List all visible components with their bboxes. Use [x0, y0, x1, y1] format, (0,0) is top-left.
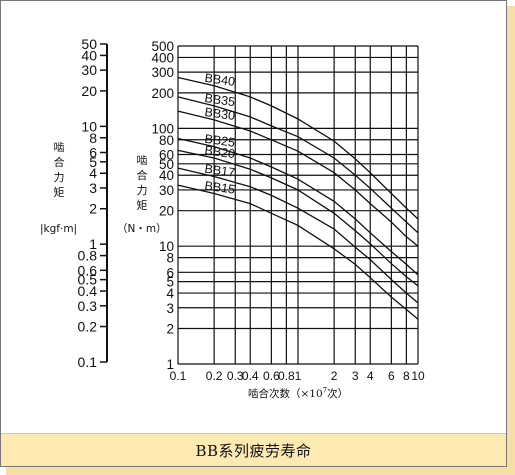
figure-caption: BB系列疲劳寿命 — [195, 441, 312, 460]
y-tick-label: 60 — [159, 147, 174, 162]
left-axis-tick-label: 0.2 — [78, 319, 98, 335]
series-label: BB25 — [204, 132, 236, 150]
series-line — [177, 184, 419, 320]
x-tick-label: 0.4 — [242, 369, 259, 383]
x-tick-label: 10 — [411, 369, 425, 383]
y-tick-label: 3 — [166, 301, 174, 316]
x-tick-label: 0.3 — [227, 369, 244, 383]
y-axis-label: 啮合力矩 — [136, 154, 148, 212]
left-axis-tick-label: 0.5 — [78, 272, 98, 288]
series-label: BB30 — [204, 105, 236, 123]
y-tick-label: 10 — [159, 239, 174, 254]
left-axis-tick-label: 0.3 — [78, 298, 98, 314]
x-tick-label: 8 — [403, 369, 410, 383]
y-tick-label: 300 — [151, 65, 174, 80]
left-axis-tick-label: 0.1 — [78, 354, 98, 370]
series-label: BB17 — [204, 162, 236, 180]
series-label: BB15 — [204, 179, 236, 197]
x-tick-label: 0.2 — [206, 369, 223, 383]
series-line — [177, 149, 419, 287]
y-axis-unit: （N・m） — [117, 223, 167, 235]
left-axis-tick-label: 4 — [89, 165, 97, 181]
frame-shadow-right — [507, 6, 515, 475]
x-axis-label: 啮合次数 — [248, 388, 290, 400]
y-tick-label: 30 — [159, 183, 174, 198]
series-line — [177, 76, 419, 220]
figure-frame — [0, 0, 507, 467]
y-tick-label: 4 — [166, 286, 174, 301]
x-tick-label: 1 — [295, 369, 302, 383]
x-tick-label: 0.1 — [170, 369, 187, 383]
y-tick-label: 5 — [166, 275, 174, 290]
x-tick-label: 6 — [388, 369, 395, 383]
series-label: BB35 — [204, 91, 236, 109]
x-tick-label: 0.6 — [263, 369, 280, 383]
x-tick-label: 3 — [352, 369, 359, 383]
left-axis-tick-label: 20 — [81, 83, 97, 99]
left-axis-tick-label: 6 — [89, 144, 97, 160]
y-tick-label: 2 — [166, 322, 174, 337]
x-tick-label: 2 — [331, 369, 338, 383]
series-line — [177, 96, 419, 234]
left-axis-tick-label: 8 — [89, 130, 97, 146]
left-axis-tick-label: 10 — [81, 118, 97, 134]
series-line — [177, 137, 419, 276]
x-axis-unit-exponent: 7 — [322, 386, 328, 395]
left-axis-tick-label: 3 — [89, 180, 97, 196]
caption-band: BB系列疲劳寿命 — [1, 433, 506, 466]
left-axis-tick-label: 2 — [89, 201, 97, 217]
y-tick-label: 20 — [159, 204, 174, 219]
y-tick-label: 40 — [159, 168, 174, 183]
left-axis-label: 啮合力矩 — [53, 141, 65, 199]
left-axis-tick-label: 0.8 — [78, 248, 98, 264]
series-line — [177, 167, 419, 304]
y-tick-label: 100 — [151, 121, 174, 136]
frame-shadow-bottom — [6, 467, 515, 475]
x-axis-title: 啮合次数（×107次） — [248, 386, 348, 401]
y-tick-label: 1 — [166, 357, 174, 372]
left-axis-unit: |kgf·m| — [40, 223, 78, 235]
y-tick-label: 400 — [151, 50, 174, 65]
x-axis-unit-suffix: 次） — [327, 388, 349, 400]
left-axis-tick-label: 30 — [81, 62, 97, 78]
y-tick-label: 500 — [151, 39, 174, 54]
series-label: BB40 — [204, 71, 236, 89]
y-tick-label: 200 — [151, 86, 174, 101]
x-axis-unit: （×10 — [290, 388, 323, 400]
left-axis-tick-label: 1 — [89, 236, 97, 252]
y-tick-label: 8 — [166, 251, 174, 266]
left-axis-tick-label: 5 — [89, 154, 97, 170]
x-tick-label: 0.8 — [278, 369, 295, 383]
left-axis-tick-label: 40 — [81, 47, 97, 63]
y-tick-label: 6 — [166, 265, 174, 280]
x-tick-label: 4 — [367, 369, 374, 383]
y-tick-label: 80 — [159, 133, 174, 148]
left-axis-tick-label: 50 — [81, 36, 97, 52]
left-axis-tick-label: 0.4 — [78, 283, 98, 299]
series-label: BB20 — [204, 143, 236, 161]
y-tick-label: 50 — [159, 157, 174, 172]
left-axis-tick-label: 0.6 — [78, 262, 98, 278]
series-line — [177, 110, 419, 247]
